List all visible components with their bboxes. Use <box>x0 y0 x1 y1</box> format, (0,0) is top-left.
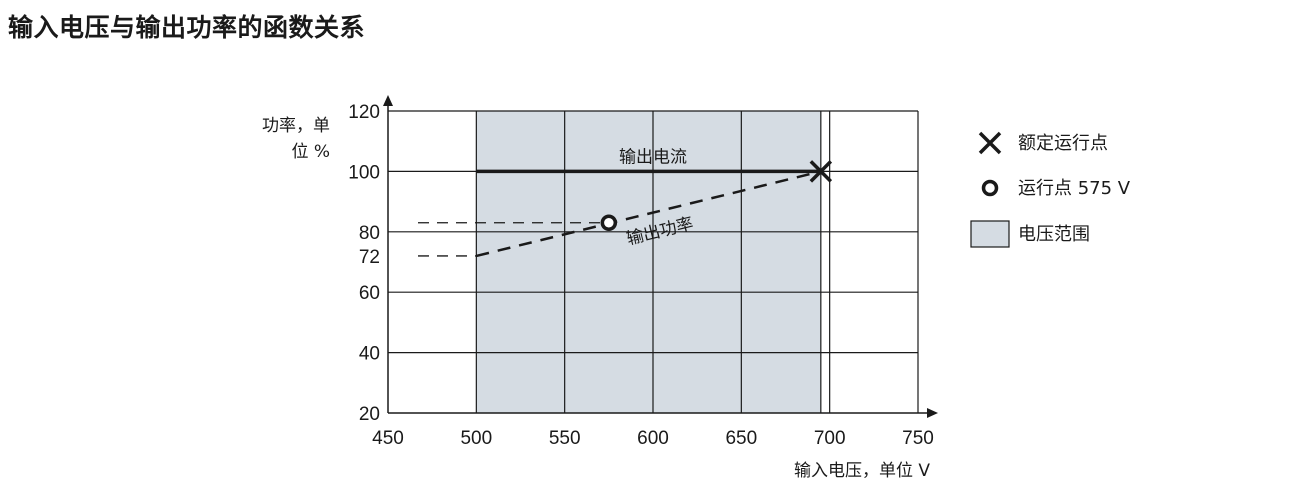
y-tick-label-100: 100 <box>348 162 380 183</box>
legend-label-1: 运行点 575 V <box>1018 178 1131 199</box>
legend-circle-icon <box>981 179 999 197</box>
x-axis-arrow <box>927 408 938 418</box>
y-axis-label-line1: 功率，单 <box>262 116 330 136</box>
y-tick-label-120: 120 <box>348 102 380 123</box>
y-axis-label-line2: 位 % <box>291 142 330 162</box>
y-tick-label-80: 80 <box>359 223 380 244</box>
legend-label-2: 电压范围 <box>1018 224 1090 245</box>
y-tick-label-72: 72 <box>359 247 380 268</box>
x-tick-label-500: 500 <box>460 428 492 449</box>
page-title: 输入电压与输出功率的函数关系 <box>8 13 366 42</box>
x-tick-label-750: 750 <box>902 428 934 449</box>
x-tick-label-650: 650 <box>725 428 757 449</box>
voltage-range-area <box>476 111 821 413</box>
x-tick-label-700: 700 <box>814 428 846 449</box>
x-tick-label-600: 600 <box>637 428 669 449</box>
y-tick-label-20: 20 <box>359 404 380 425</box>
x-tick-label-450: 450 <box>372 428 404 449</box>
plot-area: 450 500 550 600 650 700 750 20 40 60 72 80 100 120 输出电… <box>348 95 938 449</box>
operating-point-575v <box>600 214 618 231</box>
y-tick-label-40: 40 <box>359 344 380 365</box>
output-power-line <box>476 170 822 258</box>
legend-label-0: 额定运行点 <box>1018 133 1108 154</box>
x-axis-label: 输入电压，单位 V <box>794 461 930 481</box>
output-current-label: 输出电流 <box>619 147 687 167</box>
legend-box-icon <box>970 220 1010 248</box>
x-tick-label-550: 550 <box>549 428 581 449</box>
rated-operating-point <box>809 160 833 183</box>
legend-x-icon <box>978 131 1002 155</box>
y-axis-arrow <box>383 95 393 106</box>
y-tick-label-60: 60 <box>359 283 380 304</box>
